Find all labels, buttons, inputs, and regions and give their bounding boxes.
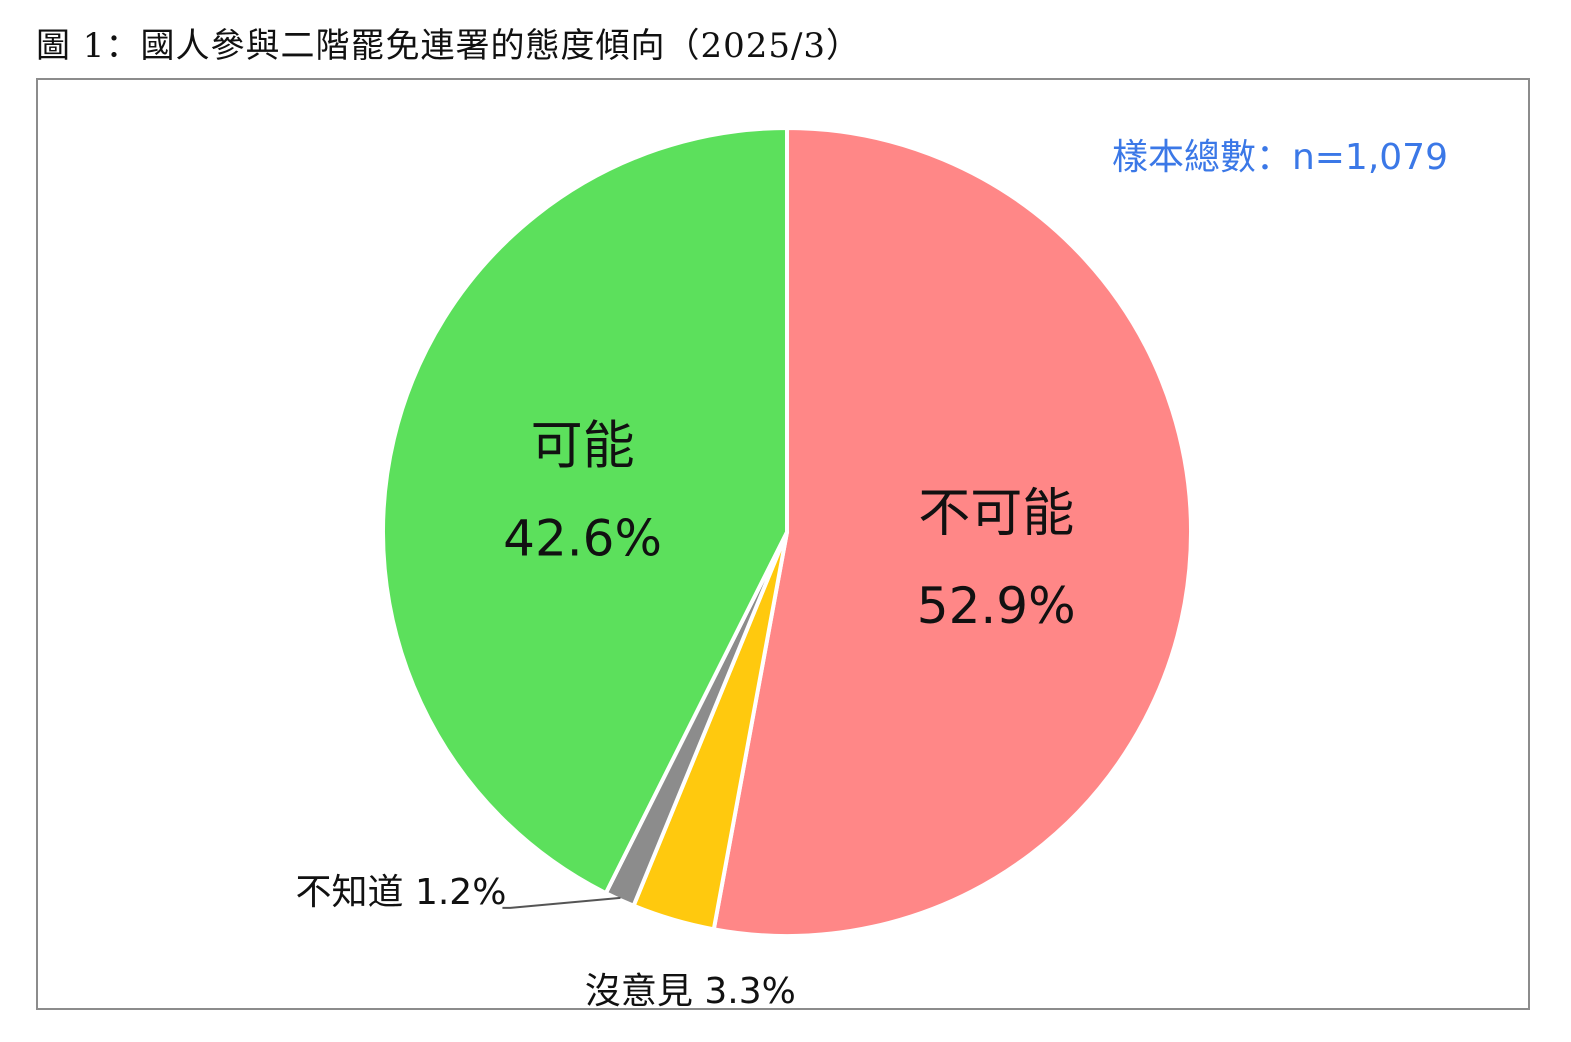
leader-line-3 [502,896,621,909]
slice-outside-label-2: 沒意見 3.3% [585,971,796,1012]
slice-value-4: 42.6% [503,510,662,568]
figure-title: 圖 1：國人參與二階罷免連署的態度傾向（2025/3） [36,26,862,66]
slice-label-1: 不可能 [918,484,1074,544]
sample-size-note: 樣本總數：n=1,079 [1111,137,1448,178]
slice-outside-label-3: 不知道 1.2% [296,872,507,913]
slice-label-4: 可能 [531,417,635,477]
chart-frame: 樣本總數：n=1,079 不可能 52.9% 可能 42.6% 沒意見 3.3% 不知道 … [36,78,1530,1012]
pie-slice-1 [711,126,1193,938]
pie-slice-4 [381,126,789,896]
slice-value-1: 52.9% [917,577,1076,635]
pie-chart: 不可能 52.9% 可能 42.6% 沒意見 3.3% 不知道 1.2% [296,126,1193,1012]
